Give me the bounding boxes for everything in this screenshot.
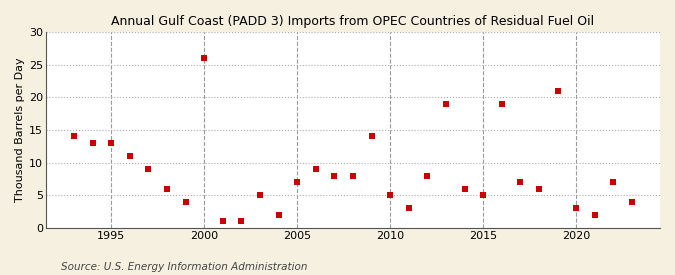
Point (273, 213, 284, 217)
Point (161, 186, 172, 191)
Point (217, 219, 228, 224)
Point (87, 141, 98, 145)
Point (292, 180, 302, 185)
Text: Source: U.S. Energy Information Administration: Source: U.S. Energy Information Administ… (61, 262, 307, 272)
Y-axis label: Thousand Barrels per Day: Thousand Barrels per Day (15, 58, 25, 202)
Point (441, 102, 452, 106)
Point (180, 200, 191, 204)
Point (459, 186, 470, 191)
Point (626, 200, 637, 204)
Point (552, 89, 563, 93)
Point (608, 180, 619, 185)
Point (534, 186, 545, 191)
Point (515, 180, 526, 185)
Point (571, 206, 582, 211)
Point (589, 213, 600, 217)
Point (254, 193, 265, 197)
Point (106, 141, 117, 145)
Point (497, 102, 508, 106)
Point (404, 206, 414, 211)
Point (348, 174, 358, 178)
Point (143, 167, 154, 171)
Point (69, 134, 80, 139)
Point (385, 193, 396, 197)
Point (329, 174, 340, 178)
Point (422, 174, 433, 178)
Point (199, 56, 210, 60)
Point (124, 154, 135, 158)
Point (236, 219, 247, 224)
Title: Annual Gulf Coast (PADD 3) Imports from OPEC Countries of Residual Fuel Oil: Annual Gulf Coast (PADD 3) Imports from … (111, 15, 595, 28)
Point (367, 134, 377, 139)
Point (310, 167, 321, 171)
Point (478, 193, 489, 197)
